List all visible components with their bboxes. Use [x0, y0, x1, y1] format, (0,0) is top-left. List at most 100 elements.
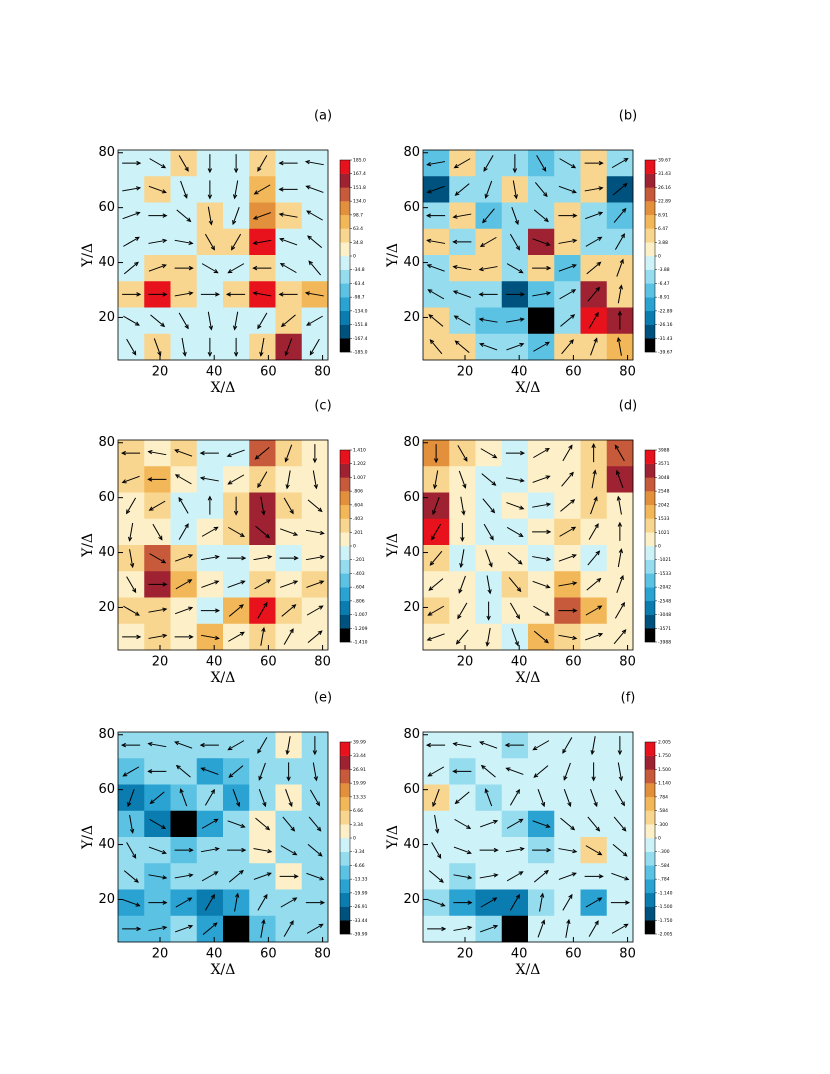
arrow-shaft — [505, 848, 524, 853]
vector-arrow — [152, 523, 163, 541]
arrow-head — [225, 292, 231, 297]
arrow-head — [207, 352, 213, 358]
colorbar-label: 167.4 — [353, 171, 366, 177]
arrow-shaft — [506, 818, 523, 829]
arrow-shaft — [283, 920, 294, 937]
arrow-shaft — [560, 499, 575, 512]
vector-arrow — [558, 634, 578, 641]
arrow-shaft — [506, 871, 523, 882]
vector-arrow — [480, 897, 498, 908]
vector-arrow — [280, 897, 298, 908]
arrow-shaft — [458, 470, 466, 489]
arrow-head — [621, 826, 627, 832]
arrow-head — [291, 604, 297, 609]
vector-arrow — [485, 549, 493, 568]
arrow-head — [431, 535, 436, 541]
arrow-shaft — [532, 580, 550, 588]
colorbar-bin — [340, 879, 350, 894]
colorbar-bin — [340, 573, 350, 588]
arrow-head — [544, 611, 550, 616]
vector-arrow — [509, 602, 520, 620]
arrow-head — [544, 638, 549, 644]
arrow-shaft — [429, 339, 443, 355]
arrow-head — [240, 580, 246, 585]
vector-arrow — [563, 762, 571, 781]
arrow-head — [188, 606, 194, 611]
arrow-shaft — [253, 292, 272, 297]
arrow-head — [241, 847, 247, 853]
arrow-head — [186, 217, 192, 223]
vector-arrow — [257, 155, 268, 172]
arrow-head — [570, 314, 576, 319]
colorbar-label: -39.99 — [353, 932, 368, 938]
vector-arrow — [307, 235, 323, 249]
colorbar-bin — [340, 214, 350, 229]
x-tick-label: 80 — [314, 947, 331, 962]
colorbar-label: 1.750 — [658, 753, 671, 759]
arrow-head — [460, 537, 465, 543]
arrow-head — [317, 852, 323, 857]
vector-arrow — [532, 265, 552, 271]
arrow-head — [232, 325, 238, 331]
vector-arrow — [129, 814, 135, 834]
vector-arrow — [432, 496, 440, 516]
arrow-head — [132, 588, 137, 594]
vector-arrow — [617, 762, 624, 782]
arrow-shaft — [148, 743, 167, 748]
vector-arrow — [558, 264, 577, 272]
colorbar-label: -22.89 — [658, 308, 673, 314]
vector-arrow — [149, 158, 167, 169]
colorbar-bin — [340, 160, 350, 174]
arrow-head — [257, 166, 262, 172]
colorbar-label: -.584 — [658, 863, 670, 869]
arrow-head — [289, 920, 294, 926]
arrow-head — [493, 847, 499, 853]
vector-arrow — [617, 736, 623, 756]
arrow-head — [590, 750, 595, 756]
y-axis-label: Y/Δ — [80, 825, 96, 850]
x-tick-label: 40 — [511, 947, 528, 962]
x-axis-label: X/Δ — [211, 380, 236, 396]
vector-arrow — [284, 338, 293, 357]
colorbar-bin — [340, 269, 350, 284]
arrow-head — [135, 211, 141, 216]
colorbar-label: -31.43 — [658, 336, 673, 342]
arrow-head — [441, 926, 447, 932]
arrow-shaft — [483, 523, 494, 540]
vector-arrow — [558, 185, 577, 194]
arrow-head — [285, 750, 290, 756]
arrow-shaft — [511, 206, 519, 225]
vector-arrow — [588, 523, 599, 540]
vector-arrow — [458, 470, 467, 489]
arrow-head — [624, 876, 630, 881]
colorbar-bin — [645, 783, 655, 798]
arrow-head — [120, 450, 126, 456]
vector-arrow — [617, 521, 623, 541]
arrow-shaft — [486, 627, 491, 646]
arrow-shaft — [234, 893, 239, 912]
arrow-shaft — [532, 503, 551, 508]
arrow-shaft — [480, 236, 497, 247]
arrow-head — [239, 604, 244, 609]
colorbar-bin — [340, 920, 350, 935]
arrow-shaft — [175, 897, 192, 908]
colorbar-label: -.806 — [353, 598, 365, 604]
arrow-shaft — [201, 767, 219, 775]
vector-arrow — [306, 923, 324, 934]
vector-arrow — [565, 918, 571, 938]
arrow-shaft — [506, 502, 524, 510]
arrow-shaft — [562, 445, 573, 462]
arrow-shaft — [617, 285, 622, 304]
vector-arrow — [233, 154, 239, 174]
arrow-shaft — [611, 872, 629, 880]
arrow-shaft — [506, 526, 523, 537]
vector-arrow — [507, 551, 523, 565]
arrow-shaft — [255, 817, 270, 831]
vector-arrow — [586, 261, 602, 275]
vector-arrow — [590, 736, 596, 756]
vector-arrow — [260, 496, 266, 516]
colorbar-bin — [340, 796, 350, 811]
arrow-head — [519, 317, 525, 322]
colorbar-label: -26.16 — [658, 322, 673, 328]
vector-arrow — [509, 893, 520, 911]
